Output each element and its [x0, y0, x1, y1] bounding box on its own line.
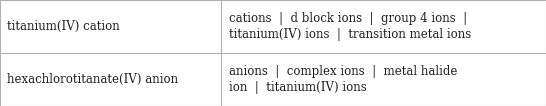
Text: cations  |  d block ions  |  group 4 ions  |: cations | d block ions | group 4 ions | [229, 12, 467, 25]
Text: anions  |  complex ions  |  metal halide: anions | complex ions | metal halide [229, 65, 458, 78]
Text: hexachlorotitanate(IV) anion: hexachlorotitanate(IV) anion [7, 73, 177, 86]
Text: titanium(IV) cation: titanium(IV) cation [7, 20, 120, 33]
Text: ion  |  titanium(IV) ions: ion | titanium(IV) ions [229, 81, 367, 94]
Text: titanium(IV) ions  |  transition metal ions: titanium(IV) ions | transition metal ion… [229, 28, 472, 41]
